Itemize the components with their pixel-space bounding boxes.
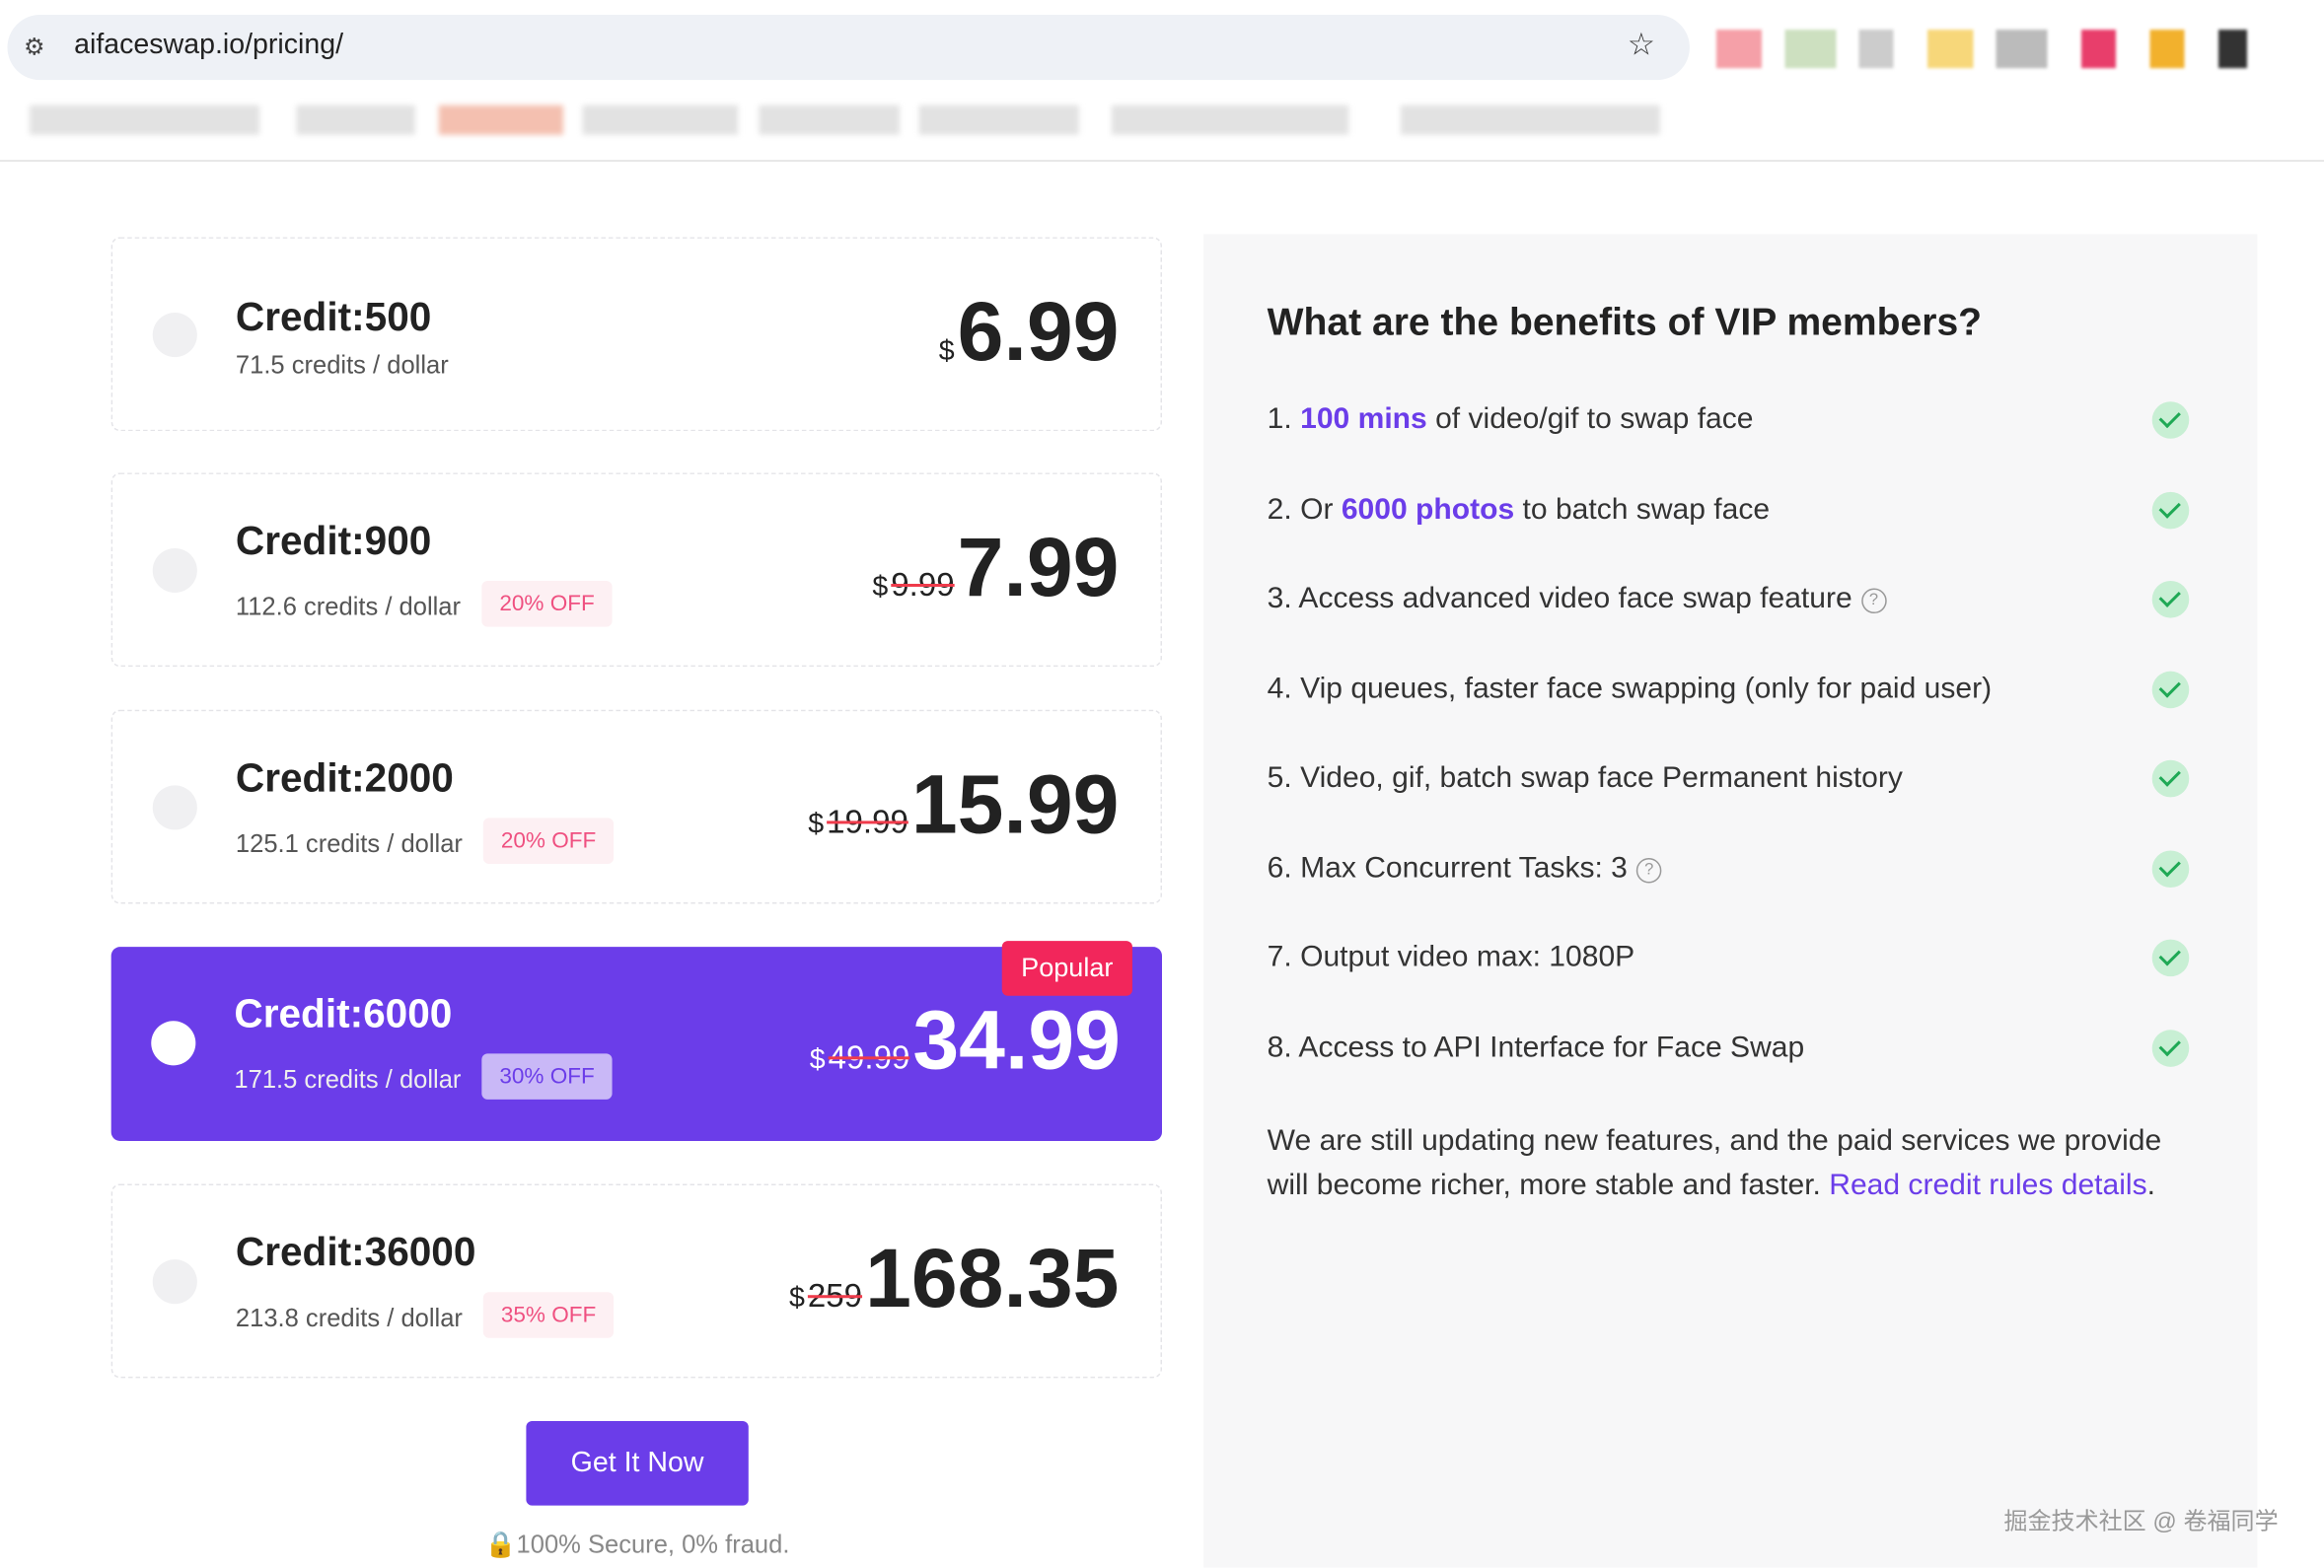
secure-note: 🔒100% Secure, 0% fraud. — [484, 1531, 790, 1559]
note-text: We are still updating new features, and … — [1267, 1124, 2162, 1202]
current-price: 34.99 — [912, 992, 1121, 1087]
site-info-icon[interactable]: ⚙ — [24, 36, 45, 61]
plan-rate: 171.5 credits / dollar — [234, 1065, 462, 1094]
plan-radio[interactable] — [152, 313, 197, 358]
bookmark[interactable] — [296, 105, 415, 135]
bookmark[interactable] — [582, 105, 739, 135]
plan-radio[interactable] — [152, 1259, 197, 1305]
check-icon — [2151, 939, 2190, 977]
benefits-title: What are the benefits of VIP members? — [1267, 299, 1983, 344]
bookmark-star[interactable]: ☆ — [1627, 28, 1656, 63]
discount-tag: 35% OFF — [482, 1292, 615, 1338]
currency: $ — [872, 571, 889, 604]
discount-tag: 30% OFF — [481, 1053, 613, 1100]
current-price: 15.99 — [910, 756, 1120, 851]
benefit-item: 5. Video, gif, batch swap face Permanent… — [1268, 761, 1903, 796]
benefit-item: 7. Output video max: 1080P — [1268, 941, 1635, 975]
help-icon[interactable]: ? — [1860, 588, 1887, 614]
discount-tag: 20% OFF — [482, 818, 615, 864]
bookmark[interactable] — [438, 105, 563, 135]
benefit-text: 3. Access advanced video face swap featu… — [1267, 582, 1852, 615]
plan-title: Credit:2000 — [235, 755, 454, 801]
currency: $ — [809, 1044, 826, 1076]
benefit-text: 8. Access to API Interface for Face Swap — [1267, 1031, 1805, 1064]
benefit-item: 4. Vip queues, faster face swapping (onl… — [1268, 672, 1992, 706]
plan-radio[interactable] — [152, 547, 197, 594]
benefit-highlight: 6000 photos — [1341, 492, 1515, 526]
benefit-text: to batch swap face — [1514, 492, 1771, 526]
check-icon — [2151, 759, 2190, 798]
benefits-note: We are still updating new features, and … — [1268, 1118, 2187, 1207]
plan-title: Credit:36000 — [235, 1230, 476, 1275]
currency: $ — [938, 336, 955, 368]
benefit-item: 6. Max Concurrent Tasks: 3? — [1268, 851, 1662, 886]
check-icon — [2151, 1029, 2190, 1067]
benefit-text: 5. Video, gif, batch swap face Permanent… — [1267, 761, 1903, 795]
plan-card[interactable]: Credit:500 71.5 credits / dollar $6.99 — [110, 237, 1162, 432]
check-icon — [2151, 580, 2190, 618]
benefit-text: 2. Or — [1267, 492, 1342, 526]
plan-title: Credit:900 — [235, 518, 432, 563]
benefit-text: 7. Output video max: 1080P — [1267, 941, 1635, 974]
popular-badge: Popular — [1001, 941, 1132, 996]
benefits-panel — [1203, 234, 2258, 1568]
benefit-text: 4. Vip queues, faster face swapping (onl… — [1267, 672, 1993, 705]
bookmark[interactable] — [759, 105, 901, 135]
plan-title: Credit:500 — [235, 295, 432, 340]
discount-tag: 20% OFF — [481, 580, 613, 627]
get-it-now-button[interactable]: Get It Now — [526, 1420, 749, 1506]
benefit-highlight: 100 mins — [1300, 402, 1427, 436]
check-icon — [2151, 670, 2190, 708]
plan-card[interactable]: Credit:36000 213.8 credits / dollar 35% OF… — [110, 1183, 1162, 1379]
price: $9.99 7.99 — [872, 519, 1119, 615]
benefit-item: 8. Access to API Interface for Face Swap — [1268, 1031, 1805, 1065]
extensions[interactable] — [1715, 30, 2288, 69]
price: $6.99 — [939, 283, 1120, 380]
price: $19.99 15.99 — [808, 755, 1119, 852]
benefit-text: 1. — [1267, 402, 1301, 436]
check-icon — [2151, 849, 2190, 888]
benefit-item: 2. Or 6000 photos to batch swap face — [1268, 493, 1770, 528]
current-price: 7.99 — [957, 520, 1120, 614]
old-price: 9.99 — [891, 565, 955, 604]
benefit-item: 3. Access advanced video face swap featu… — [1268, 583, 1887, 617]
price: $49.99 34.99 — [810, 991, 1121, 1088]
plan-rate: 213.8 credits / dollar — [235, 1304, 463, 1332]
divider — [0, 160, 2324, 162]
old-price: 49.99 — [828, 1038, 910, 1076]
note-end: . — [2146, 1169, 2155, 1202]
check-icon — [2151, 401, 2190, 439]
plan-rate: 125.1 credits / dollar — [235, 829, 463, 858]
watermark: 掘金技术社区 @ 卷福同学 — [2003, 1510, 2279, 1535]
benefit-text: 6. Max Concurrent Tasks: 3 — [1267, 851, 1628, 885]
check-icon — [2151, 491, 2190, 529]
price: $259 168.35 — [789, 1230, 1119, 1326]
plan-title: Credit:6000 — [234, 991, 453, 1036]
benefit-item: 1. 100 mins of video/gif to swap face — [1268, 403, 1754, 438]
current-price: 168.35 — [865, 1231, 1120, 1325]
plan-card[interactable]: Credit:2000 125.1 credits / dollar 20% OFF… — [110, 709, 1162, 904]
plan-radio[interactable] — [152, 785, 197, 830]
current-price: 6.99 — [957, 284, 1120, 379]
benefit-text: of video/gif to swap face — [1426, 402, 1754, 436]
old-price: 19.99 — [827, 803, 908, 840]
plan-radio[interactable] — [151, 1021, 196, 1066]
currency: $ — [788, 1283, 805, 1315]
old-price: 259 — [807, 1277, 863, 1315]
bookmark[interactable] — [30, 105, 259, 135]
bookmark[interactable] — [918, 105, 1079, 135]
url[interactable]: aifaceswap.io/pricing/ — [74, 30, 344, 61]
plan-card[interactable]: Credit:900 112.6 credits / dollar 20% OFF $… — [110, 472, 1162, 668]
bookmark[interactable] — [1111, 105, 1349, 135]
help-icon[interactable]: ? — [1635, 857, 1662, 883]
currency: $ — [808, 809, 825, 840]
credit-rules-link[interactable]: Read credit rules details — [1829, 1169, 2147, 1202]
bookmark[interactable] — [1400, 105, 1660, 135]
plan-rate: 112.6 credits / dollar — [235, 593, 462, 621]
plan-card[interactable]: Credit:6000 171.5 credits / dollar 30% OFF… — [110, 941, 1162, 1141]
address-bar[interactable] — [7, 15, 1690, 81]
plan-rate: 71.5 credits / dollar — [235, 351, 449, 380]
